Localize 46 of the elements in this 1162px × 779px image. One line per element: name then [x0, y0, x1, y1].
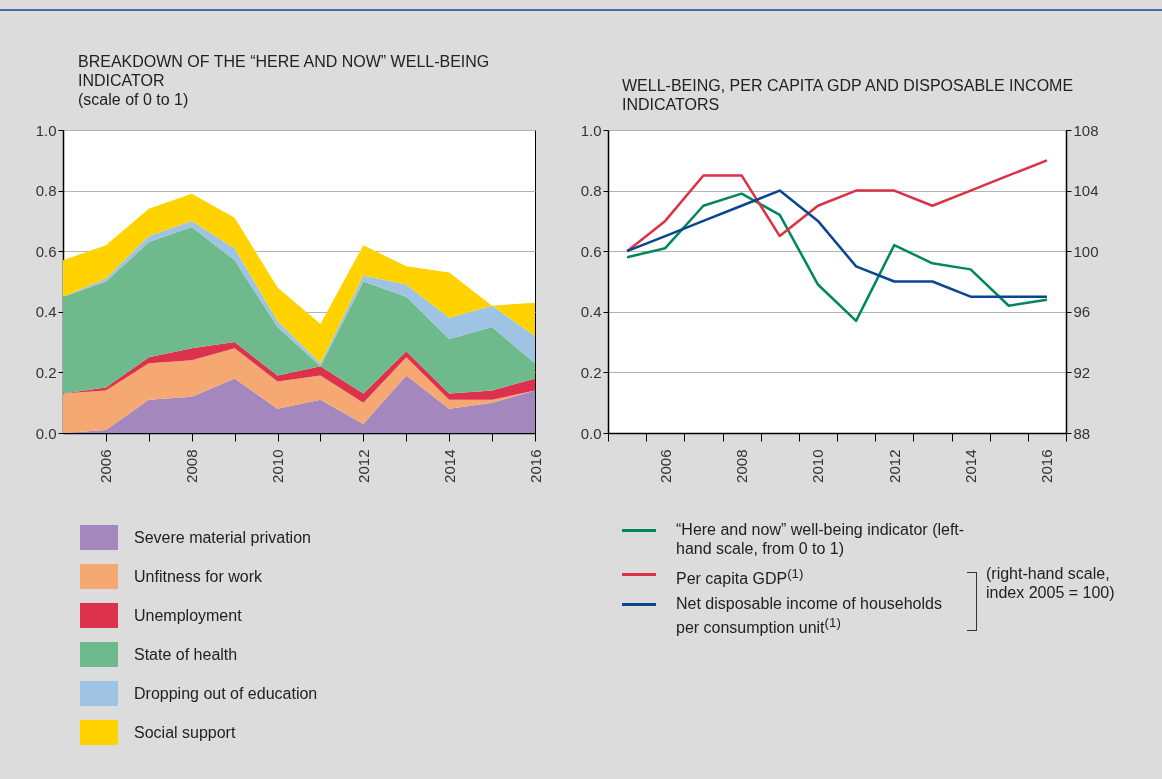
x-tick-label: 2012 — [354, 449, 372, 483]
x-tick-label: 2006 — [656, 449, 674, 483]
x-tick-label: 2006 — [97, 449, 115, 483]
legend-label: Unfitness for work — [134, 567, 263, 586]
x-tick-label: 2010 — [809, 449, 827, 483]
y-tick-label: 0.4 — [35, 303, 57, 321]
chart-subtitle: (scale of 0 to 1) — [78, 91, 189, 108]
y-tick-label: 0.2 — [35, 363, 57, 381]
x-tick-label: 2014 — [440, 449, 458, 483]
x-tick-label: 2014 — [962, 449, 980, 483]
y-tick-label: 0.6 — [580, 242, 602, 260]
y2-tick-label: 108 — [1073, 121, 1099, 139]
text: (right-hand scale, index 2005 = 100) — [986, 564, 1116, 602]
y2-tick-label: 88 — [1073, 424, 1091, 442]
y-tick-label: 1.0 — [35, 121, 57, 139]
x-tick-label: 2016 — [1038, 449, 1056, 483]
legend-label: Per capita GDP$^{(1)}$ — [676, 565, 804, 589]
y-tick-label: 0.8 — [580, 182, 602, 200]
legend-label: “Here and now” well-being indicator (left-hand scale, from 0 to 1) — [676, 520, 966, 558]
legend-label: Unemployment — [134, 606, 242, 625]
legend-label: Social support — [134, 723, 236, 742]
y-tick-label: 0.8 — [35, 182, 57, 200]
y-tick-label: 1.0 — [580, 121, 602, 139]
line-series — [625, 189, 1049, 298]
y-tick-label: 0.4 — [580, 303, 602, 321]
y2-tick-label: 92 — [1073, 363, 1091, 381]
line-series — [625, 192, 1049, 323]
legend-label: State of health — [134, 645, 238, 664]
y2-tick-label: 104 — [1073, 182, 1099, 200]
y2-tick-label: 96 — [1073, 303, 1091, 321]
x-tick-label: 2008 — [733, 449, 751, 483]
legend-label: Dropping out of education — [134, 684, 318, 703]
chart-title: WELL-BEING, PER CAPITA GDP AND DISPOSABLE INCOME INDICATORS — [622, 76, 1075, 114]
legend-label: Net disposable income of households per consumption unit$^{(1)}$ — [676, 594, 943, 638]
line-series — [625, 159, 1049, 253]
x-tick-label: 2010 — [269, 449, 287, 483]
y-tick-label: 0.6 — [35, 242, 57, 260]
x-tick-label: 2008 — [183, 449, 201, 483]
y-tick-label: 0.2 — [580, 363, 602, 381]
y-tick-label: 0.0 — [35, 424, 57, 442]
x-tick-label: 2012 — [885, 449, 903, 483]
legend-label: Severe material privation — [134, 528, 311, 547]
y2-tick-label: 100 — [1073, 242, 1099, 260]
x-tick-label: 2016 — [526, 449, 544, 483]
chart-title: BREAKDOWN OF THE “HERE AND NOW” WELL-BEING INDICATOR — [78, 53, 490, 89]
y-tick-label: 0.0 — [580, 424, 602, 442]
